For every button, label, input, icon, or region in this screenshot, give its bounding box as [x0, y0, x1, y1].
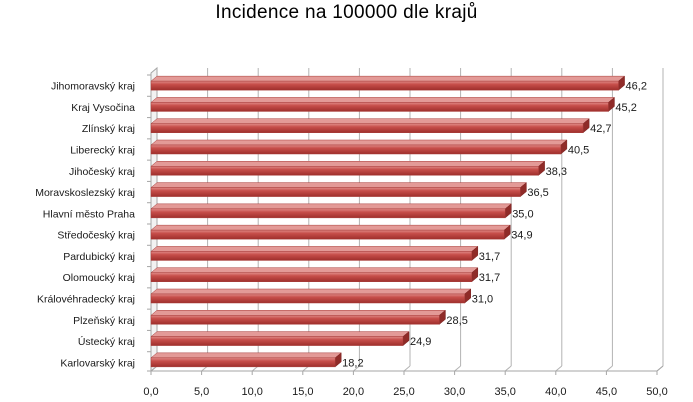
floor-gridline [403, 365, 411, 372]
data-label: 24,9 [410, 336, 431, 348]
bar [150, 251, 473, 261]
data-label: 18,2 [342, 357, 363, 369]
category-label: Karlovarský kraj [60, 357, 135, 369]
category-label: Středočeský kraj [57, 230, 135, 242]
bar [150, 80, 619, 91]
data-label: 31,7 [479, 272, 500, 284]
category-label: Olomoucký kraj [63, 272, 135, 284]
chart-title: Incidence na 100000 dle krajů [215, 2, 478, 23]
bar-top-face [150, 161, 546, 167]
x-tick-label: 45,0 [596, 386, 617, 398]
category-label: Plzeňský kraj [73, 315, 135, 327]
data-label: 35,0 [512, 208, 533, 220]
bar [150, 102, 609, 112]
category-label: Zlínský kraj [82, 123, 135, 135]
bar-top-face [150, 182, 528, 188]
data-label: 34,9 [511, 230, 532, 242]
data-label: 40,5 [568, 145, 589, 157]
bar [150, 357, 336, 368]
data-label: 31,7 [479, 251, 500, 263]
bar-top-face [150, 224, 511, 231]
x-tick-label: 25,0 [393, 386, 414, 398]
floor-gridline [504, 365, 512, 372]
x-tick-label: 15,0 [292, 386, 313, 398]
category-label: Kraj Vysočina [71, 102, 135, 114]
category-label: Liberecký kraj [70, 145, 135, 157]
x-tick-label: 40,0 [545, 386, 566, 398]
bar [150, 187, 521, 197]
x-tick-label: 0,0 [143, 386, 158, 398]
data-label: 45,2 [615, 102, 636, 114]
floor-gridline [353, 365, 360, 372]
category-label: Jihočeský kraj [69, 166, 135, 178]
data-label: 42,7 [590, 123, 611, 135]
x-tick-label: 50,0 [646, 386, 667, 398]
bar-top-face [150, 97, 616, 103]
bar-top-face [150, 203, 512, 210]
bar [150, 315, 440, 325]
category-label: Pardubický kraj [63, 251, 135, 263]
category-label: Moravskoslezský kraj [35, 187, 135, 199]
x-tick-label: 20,0 [343, 386, 364, 398]
bar [150, 144, 562, 155]
bar [150, 123, 584, 133]
x-tick-label: 5,0 [194, 386, 209, 398]
bar-top-face [150, 310, 447, 316]
category-label: Ústecký kraj [78, 335, 135, 348]
bar [150, 166, 539, 176]
bar-top-face [150, 246, 479, 252]
bar-top-face [150, 75, 626, 82]
category-label: Královéhradecký kraj [37, 294, 135, 306]
bar-top-face [150, 118, 590, 124]
floor-gridline [454, 365, 461, 372]
bar-top-face [150, 139, 568, 146]
bar [150, 272, 473, 282]
bar-top-face [150, 352, 342, 359]
bar [150, 229, 505, 240]
bar [150, 293, 465, 304]
data-label: 31,0 [472, 294, 493, 306]
data-label: 28,5 [446, 315, 467, 327]
floor-gridline [606, 365, 613, 372]
x-tick-label: 10,0 [241, 386, 262, 398]
floor-right-edge [656, 365, 664, 372]
floor-gridline [555, 365, 563, 372]
bar [150, 208, 506, 219]
category-label: Jihomoravský kraj [51, 81, 135, 93]
data-label: 38,3 [546, 166, 567, 178]
bar-top-face [150, 331, 410, 337]
category-label: Hlavní město Praha [43, 208, 135, 220]
bar-top-face [150, 267, 479, 273]
bar-top-face [150, 288, 472, 295]
bar [150, 336, 404, 346]
plot-side-wall [150, 66, 158, 373]
x-tick-label: 30,0 [444, 386, 465, 398]
x-tick-label: 35,0 [494, 386, 515, 398]
data-label: 36,5 [527, 187, 548, 199]
data-label: 46,2 [626, 81, 647, 93]
